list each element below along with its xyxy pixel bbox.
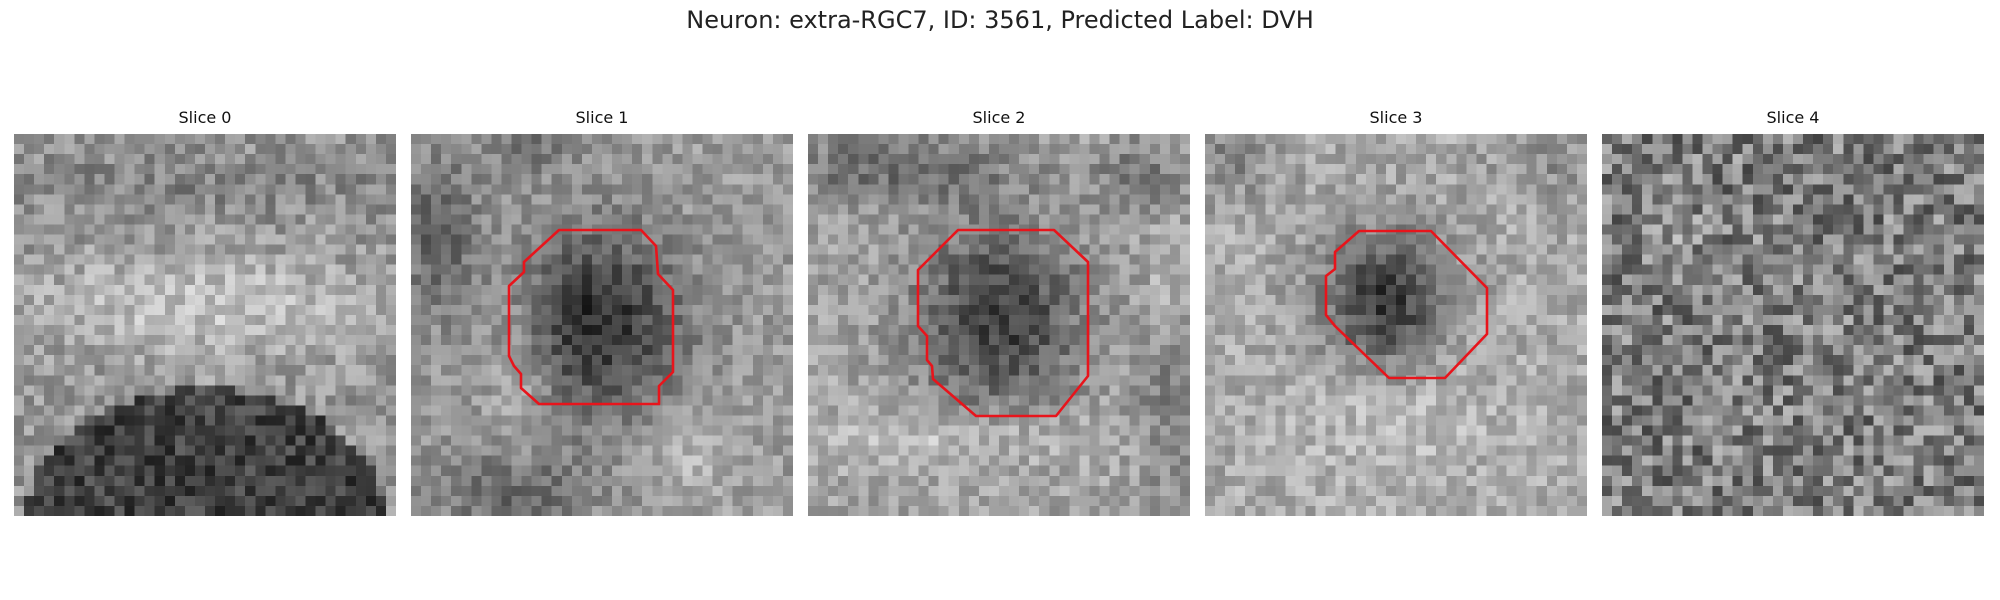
slice-panel-3: Slice 3: [1205, 108, 1587, 518]
slice-4-grayscale-image: [1602, 134, 1984, 516]
slice-panel-0: Slice 0: [14, 108, 396, 518]
slice-0-grayscale-image: [14, 134, 396, 516]
slice-panel-4: Slice 4: [1602, 108, 1984, 518]
slice-title-0: Slice 0: [178, 108, 232, 127]
slice-1-roi-contour: [507, 228, 675, 406]
slice-2-roi-contour: [916, 228, 1090, 418]
slice-panel-2: Slice 2: [808, 108, 1190, 518]
slice-image-0: [14, 134, 396, 516]
slice-title-4: Slice 4: [1766, 108, 1820, 127]
slice-image-1: [411, 134, 793, 516]
slice-3-roi-contour: [1324, 229, 1489, 380]
slice-2-contour-overlay: [916, 228, 1090, 418]
figure-title: Neuron: extra-RGC7, ID: 3561, Predicted …: [686, 6, 1314, 34]
slice-title-2: Slice 2: [972, 108, 1026, 127]
slice-title-3: Slice 3: [1369, 108, 1423, 127]
slice-3-grayscale-image: [1205, 134, 1587, 516]
slice-title-1: Slice 1: [575, 108, 629, 127]
slice-2-grayscale-image: [808, 134, 1190, 516]
slice-1-contour-overlay: [507, 228, 675, 406]
slice-image-2: [808, 134, 1190, 516]
slice-1-grayscale-image: [411, 134, 793, 516]
slice-image-4: [1602, 134, 1984, 516]
slice-image-3: [1205, 134, 1587, 516]
slice-panel-1: Slice 1: [411, 108, 793, 518]
slice-3-contour-overlay: [1324, 229, 1489, 380]
